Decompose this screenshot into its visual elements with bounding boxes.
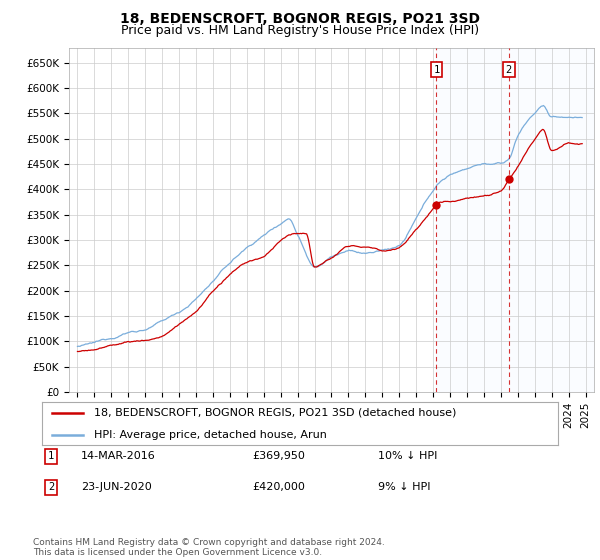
Text: HPI: Average price, detached house, Arun: HPI: Average price, detached house, Arun [94, 430, 326, 440]
Text: 2: 2 [48, 482, 54, 492]
Text: 2: 2 [506, 65, 512, 75]
Text: 18, BEDENSCROFT, BOGNOR REGIS, PO21 3SD (detached house): 18, BEDENSCROFT, BOGNOR REGIS, PO21 3SD … [94, 408, 456, 418]
Text: 1: 1 [48, 451, 54, 461]
Text: Price paid vs. HM Land Registry's House Price Index (HPI): Price paid vs. HM Land Registry's House … [121, 24, 479, 36]
Text: 9% ↓ HPI: 9% ↓ HPI [378, 482, 431, 492]
Text: £369,950: £369,950 [252, 451, 305, 461]
Text: 10% ↓ HPI: 10% ↓ HPI [378, 451, 437, 461]
Text: Contains HM Land Registry data © Crown copyright and database right 2024.
This d: Contains HM Land Registry data © Crown c… [33, 538, 385, 557]
Text: 18, BEDENSCROFT, BOGNOR REGIS, PO21 3SD: 18, BEDENSCROFT, BOGNOR REGIS, PO21 3SD [120, 12, 480, 26]
Text: 1: 1 [433, 65, 440, 75]
Text: 14-MAR-2016: 14-MAR-2016 [81, 451, 156, 461]
Text: 23-JUN-2020: 23-JUN-2020 [81, 482, 152, 492]
Text: £420,000: £420,000 [252, 482, 305, 492]
Bar [436, 48, 594, 392]
